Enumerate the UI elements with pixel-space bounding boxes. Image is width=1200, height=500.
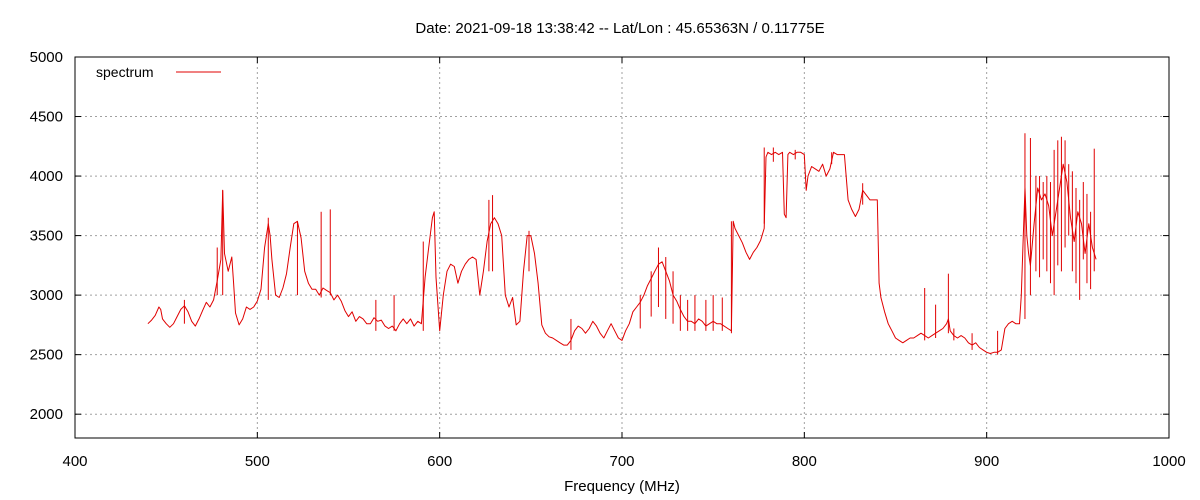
y-tick-label: 3000 — [30, 287, 63, 304]
x-tick-label: 400 — [62, 453, 87, 470]
y-tick-label: 2000 — [30, 406, 63, 423]
axis-ticks: 400 500 600 700 800 900 1000 2000 2500 3000 3500 40… — [30, 49, 1186, 470]
legend: spectrum — [96, 64, 221, 80]
x-tick-label: 700 — [609, 453, 634, 470]
x-tick-label: 1000 — [1152, 453, 1185, 470]
y-tick-label: 4500 — [30, 109, 63, 126]
x-tick-label: 600 — [427, 453, 452, 470]
x-axis-title: Frequency (MHz) — [564, 478, 680, 495]
x-tick-label: 900 — [974, 453, 999, 470]
grid — [75, 57, 1169, 438]
y-tick-label: 5000 — [30, 49, 63, 66]
y-tick-label: 4000 — [30, 168, 63, 185]
chart-title: Date: 2021-09-18 13:38:42 -- Lat/Lon : 4… — [415, 20, 824, 37]
y-tick-label: 2500 — [30, 347, 63, 364]
legend-label-spectrum: spectrum — [96, 64, 154, 80]
x-tick-label: 800 — [792, 453, 817, 470]
x-tick-label: 500 — [245, 453, 270, 470]
series-layer — [147, 133, 1097, 355]
series-line-spectrum — [147, 151, 1097, 354]
y-tick-label: 3500 — [30, 228, 63, 245]
